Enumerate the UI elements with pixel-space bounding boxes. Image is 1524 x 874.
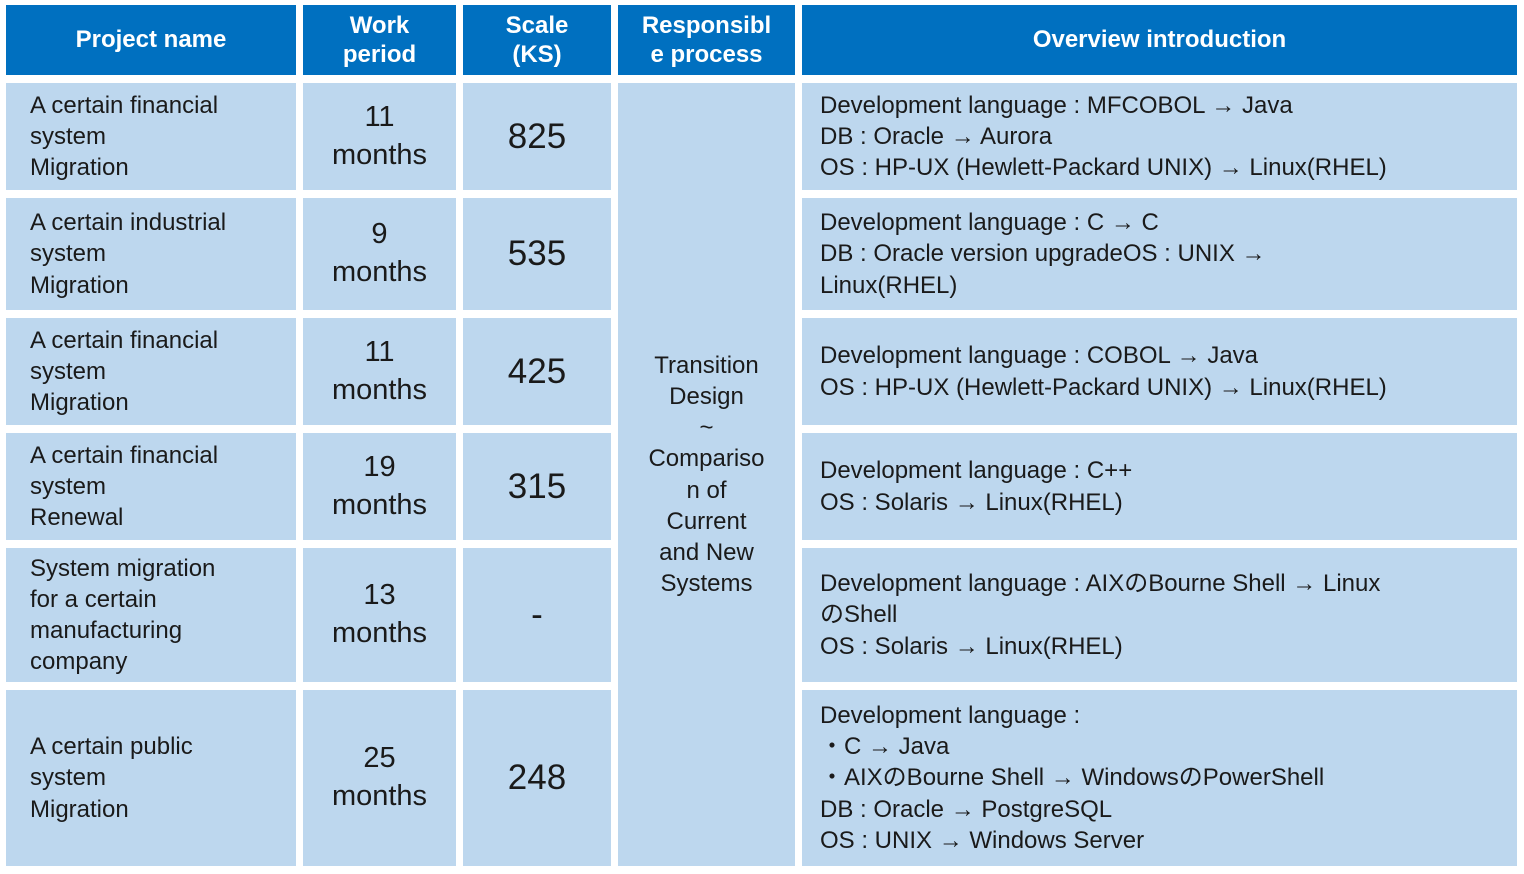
cell-scale: 425 — [463, 318, 611, 425]
cell-overview: Development language : C → C DB : Oracle… — [802, 198, 1517, 310]
cell-project-name: A certain industrial system Migration — [6, 198, 296, 310]
cell-project-name: System migration for a certain manufactu… — [6, 548, 296, 682]
cell-work-period: 19 months — [303, 433, 456, 540]
cell-overview: Development language : ・C → Java ・AIXのBo… — [802, 690, 1517, 866]
column-header-responsible-process: Responsible process — [618, 5, 795, 75]
cell-scale: 825 — [463, 83, 611, 190]
cell-work-period: 9 months — [303, 198, 456, 310]
cell-scale: 535 — [463, 198, 611, 310]
projects-table: Project name Work period Scale (KS) Resp… — [6, 5, 1517, 866]
cell-project-name: A certain financial system Renewal — [6, 433, 296, 540]
cell-work-period: 11 months — [303, 83, 456, 190]
cell-project-name: A certain financial system Migration — [6, 318, 296, 425]
column-header-scale-ks: Scale (KS) — [463, 5, 611, 75]
merged-cell-responsible-process: Transition Design ~ Comparison of Curren… — [618, 83, 795, 866]
cell-overview: Development language : MFCOBOL → Java DB… — [802, 83, 1517, 190]
cell-overview: Development language : COBOL → Java OS :… — [802, 318, 1517, 425]
cell-work-period: 25 months — [303, 690, 456, 866]
cell-project-name: A certain public system Migration — [6, 690, 296, 866]
column-header-project-name: Project name — [6, 5, 296, 75]
cell-scale: 315 — [463, 433, 611, 540]
cell-overview: Development language : C++ OS : Solaris … — [802, 433, 1517, 540]
cell-overview: Development language : AIXのBourne Shell … — [802, 548, 1517, 682]
cell-scale: 248 — [463, 690, 611, 866]
cell-work-period: 13 months — [303, 548, 456, 682]
column-header-overview-introduction: Overview introduction — [802, 5, 1517, 75]
column-header-work-period: Work period — [303, 5, 456, 75]
cell-project-name: A certain financial system Migration — [6, 83, 296, 190]
cell-scale: - — [463, 548, 611, 682]
cell-work-period: 11 months — [303, 318, 456, 425]
